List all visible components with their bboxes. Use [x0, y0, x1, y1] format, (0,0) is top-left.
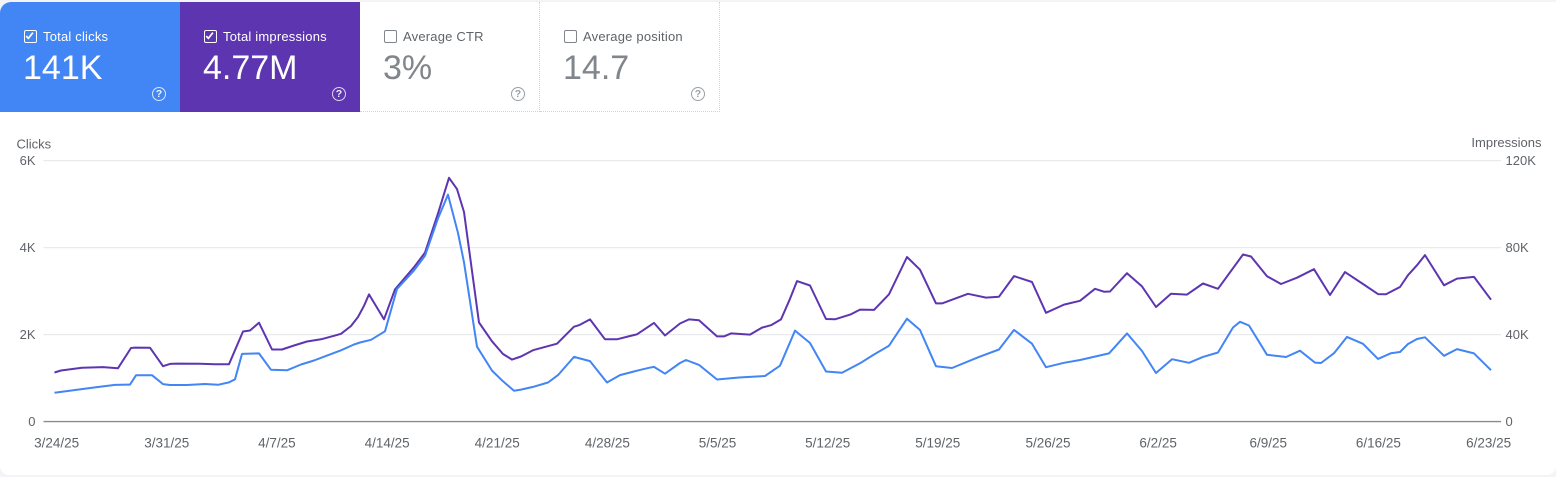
svg-text:6/16/25: 6/16/25 [1356, 436, 1401, 451]
svg-text:6/2/25: 6/2/25 [1139, 436, 1177, 451]
svg-text:4K: 4K [20, 240, 36, 255]
svg-text:6/9/25: 6/9/25 [1250, 436, 1288, 451]
svg-text:4/7/25: 4/7/25 [258, 436, 296, 451]
svg-text:4/28/25: 4/28/25 [585, 436, 630, 451]
svg-text:0: 0 [1506, 414, 1513, 429]
svg-text:3/24/25: 3/24/25 [34, 436, 79, 451]
svg-text:5/12/25: 5/12/25 [805, 436, 850, 451]
svg-text:5/26/25: 5/26/25 [1025, 436, 1070, 451]
svg-text:4/21/25: 4/21/25 [475, 436, 520, 451]
svg-text:3/31/25: 3/31/25 [144, 436, 189, 451]
svg-text:40K: 40K [1506, 327, 1529, 342]
svg-text:120K: 120K [1506, 153, 1537, 168]
svg-text:4/14/25: 4/14/25 [365, 436, 410, 451]
svg-text:0: 0 [28, 414, 35, 429]
svg-text:5/5/25: 5/5/25 [699, 436, 737, 451]
svg-text:6K: 6K [20, 153, 36, 168]
svg-text:80K: 80K [1506, 240, 1529, 255]
svg-text:5/19/25: 5/19/25 [915, 436, 960, 451]
svg-text:6/23/25: 6/23/25 [1466, 436, 1511, 451]
svg-text:Impressions: Impressions [1471, 135, 1542, 150]
svg-text:Clicks: Clicks [17, 137, 52, 152]
svg-text:2K: 2K [20, 327, 36, 342]
